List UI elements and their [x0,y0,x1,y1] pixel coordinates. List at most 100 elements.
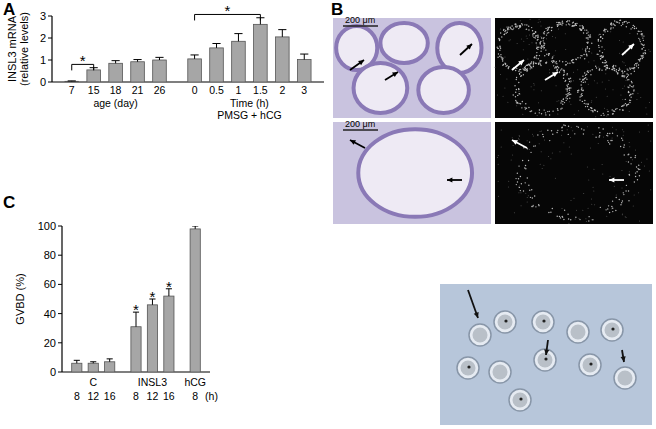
grain [624,75,625,76]
y-tick-label: 20 [44,337,56,349]
grain [602,164,603,165]
grain [532,33,533,34]
grain [502,60,503,61]
grain [546,54,547,55]
grain [555,50,556,51]
grain [524,67,525,68]
grain [625,216,626,217]
grain [630,157,631,158]
arrow-head [350,140,356,145]
grain [570,87,571,88]
bar [109,63,123,82]
grain [615,109,616,110]
grain [536,55,537,56]
oocyte [457,357,479,379]
grain [595,110,596,111]
grain [575,58,576,59]
grain [507,31,508,32]
grain [605,60,606,61]
grain [628,74,629,75]
grain [543,109,544,110]
grain [564,125,565,126]
grain [593,60,594,61]
grain [526,24,527,25]
grain [581,87,582,88]
grain [518,89,519,90]
grain [619,20,620,21]
grain [634,64,635,65]
grain [565,64,566,65]
grain [622,61,623,62]
grain [630,94,631,95]
grain [580,57,581,58]
grain [503,96,504,97]
grain [581,128,582,129]
grain [511,28,512,29]
grain [588,35,589,36]
grain [610,28,611,29]
grain [577,92,578,93]
grain [556,61,557,62]
grain [613,89,614,90]
grain [523,190,524,191]
grain [583,129,584,130]
error-bar [192,226,198,229]
grain [563,69,564,70]
grain [581,90,582,91]
grain [527,140,528,141]
bar [88,363,98,372]
grain [588,35,589,36]
panel-label: B [331,0,343,19]
grain [507,28,508,29]
grain [520,72,521,73]
grain [582,25,583,26]
grain [531,189,532,190]
grain [510,26,511,27]
grain [555,66,556,67]
grain [599,135,600,136]
grain [563,74,564,75]
grain [622,75,623,76]
grain [541,130,542,131]
follicle [380,23,427,63]
grain [587,104,588,105]
grain [600,115,601,116]
grain [500,32,501,33]
grain [587,71,588,72]
grain [587,42,588,43]
grain [569,62,570,63]
grain [557,101,558,102]
error-bar [68,80,76,81]
grain [568,126,569,127]
grain [548,32,549,33]
grain [537,37,538,38]
grain [582,95,583,96]
significance: * [133,301,139,318]
grain [567,95,568,96]
grain [636,99,637,100]
x-tick-label: 16 [104,390,116,402]
grain [625,80,626,81]
y-tick [58,372,62,373]
grain [545,28,546,29]
grain [610,176,611,177]
grain [515,91,516,92]
grain [602,52,603,53]
grain [611,24,612,25]
grain [533,145,534,146]
grain [623,76,624,77]
grain [536,42,537,43]
arrow [512,140,527,148]
grain [600,58,601,59]
grain [607,109,608,110]
grain [521,75,522,76]
grain [581,81,582,82]
grain [565,97,566,98]
grain [579,78,580,79]
grain [639,175,640,176]
grain [560,108,561,109]
grain [567,86,568,87]
grain [504,34,505,35]
grain [623,131,624,132]
grain [638,31,639,32]
